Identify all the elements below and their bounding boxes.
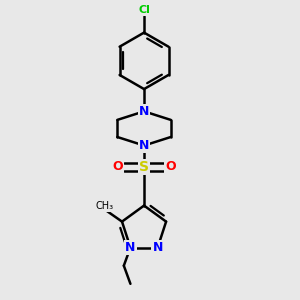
Text: S: S bbox=[139, 160, 149, 174]
Text: O: O bbox=[165, 160, 175, 173]
Text: N: N bbox=[139, 105, 149, 118]
Text: N: N bbox=[139, 139, 149, 152]
Text: Cl: Cl bbox=[138, 5, 150, 15]
Text: O: O bbox=[112, 160, 123, 173]
Text: N: N bbox=[125, 241, 136, 254]
Text: N: N bbox=[152, 241, 163, 254]
Text: CH₃: CH₃ bbox=[96, 201, 114, 211]
